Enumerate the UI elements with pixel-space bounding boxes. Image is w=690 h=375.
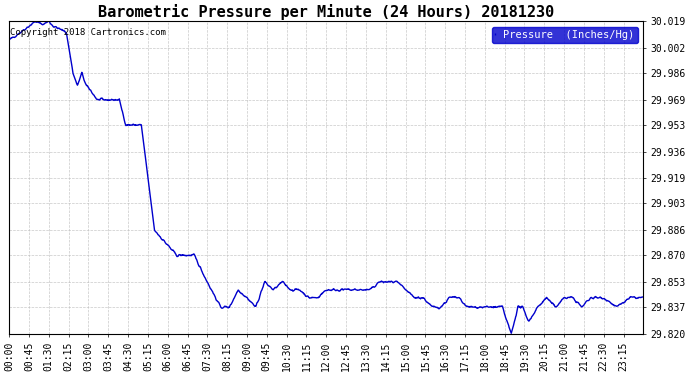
- Text: Copyright 2018 Cartronics.com: Copyright 2018 Cartronics.com: [10, 28, 166, 37]
- Legend: Pressure  (Inches/Hg): Pressure (Inches/Hg): [492, 27, 638, 43]
- Title: Barometric Pressure per Minute (24 Hours) 20181230: Barometric Pressure per Minute (24 Hours…: [98, 4, 554, 20]
